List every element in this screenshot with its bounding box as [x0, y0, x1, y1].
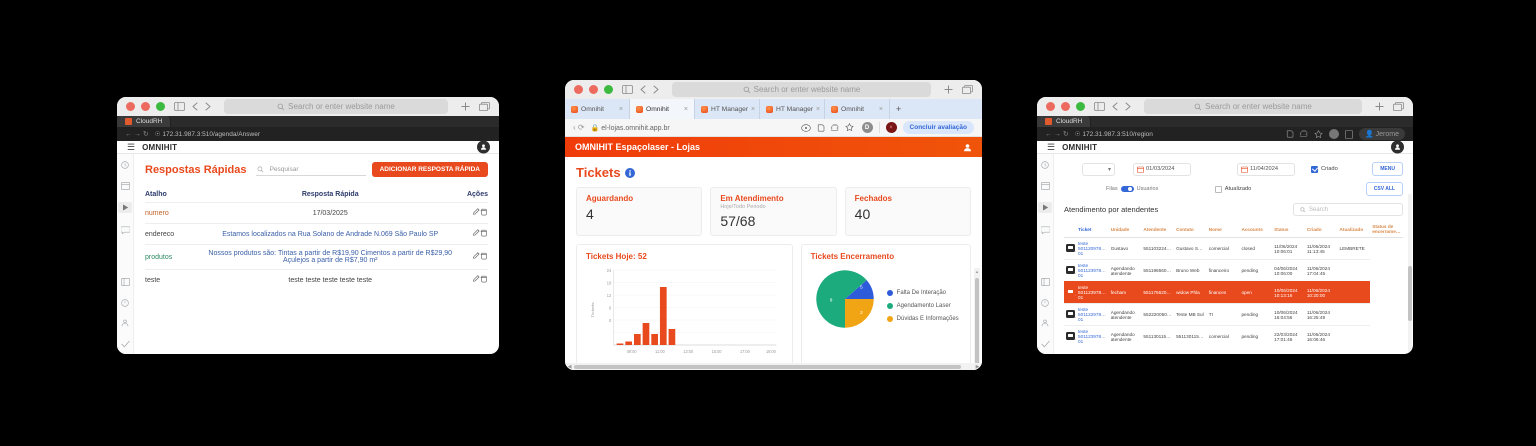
svg-text:15:00: 15:00 — [712, 349, 722, 355]
svg-text:24: 24 — [607, 268, 612, 274]
svg-text:6: 6 — [609, 305, 612, 311]
svg-text:Tickets: Tickets — [590, 301, 594, 317]
svg-text:18: 18 — [607, 280, 612, 286]
svg-text:17:00: 17:00 — [740, 349, 750, 355]
svg-text:13:00: 13:00 — [683, 349, 693, 355]
svg-text:0: 0 — [609, 318, 612, 324]
svg-text:19:00: 19:00 — [766, 349, 776, 355]
svg-text:12: 12 — [607, 293, 612, 299]
svg-text:11:00: 11:00 — [655, 349, 665, 355]
svg-text:09:00: 09:00 — [627, 349, 637, 355]
